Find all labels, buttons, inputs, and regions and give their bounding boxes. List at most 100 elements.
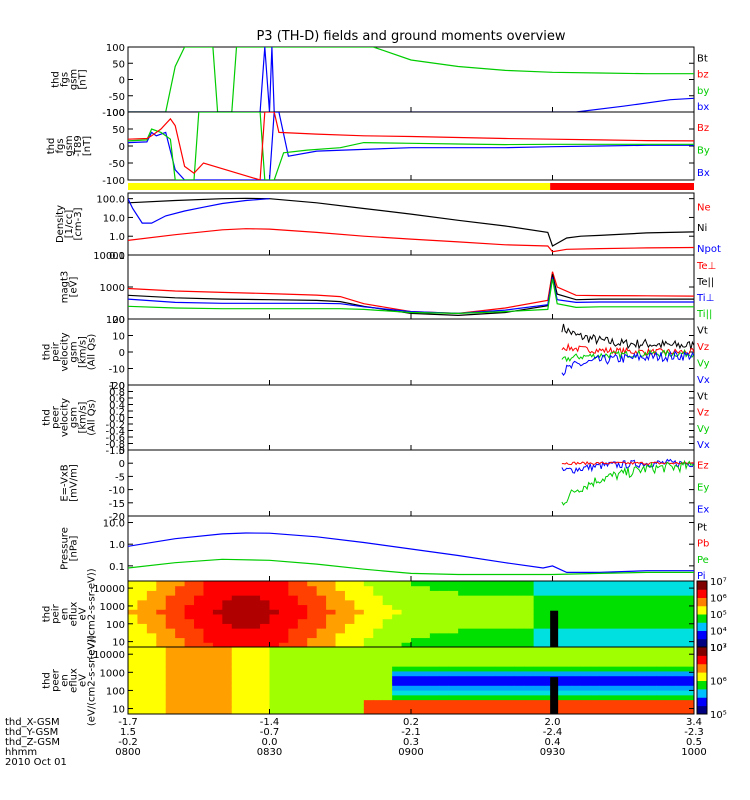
spectrogram-cell bbox=[524, 585, 535, 591]
x-tick-label: -2.1 bbox=[401, 727, 421, 738]
spectrogram-cell bbox=[382, 609, 393, 615]
y-axis-label: [cm-3] bbox=[73, 207, 84, 240]
spectrogram-cell bbox=[222, 680, 233, 686]
spectrogram-cell bbox=[260, 666, 270, 672]
spectrogram-cell bbox=[543, 694, 553, 701]
spectrogram-cell bbox=[297, 637, 308, 643]
spectrogram-cell bbox=[477, 666, 487, 672]
panel-frame bbox=[127, 254, 695, 320]
spectrogram-cell bbox=[392, 666, 403, 672]
spectrogram-cell bbox=[561, 709, 572, 715]
y-axis-label: peir bbox=[51, 603, 62, 623]
spectrogram-cell bbox=[269, 604, 280, 610]
spectrogram-cell bbox=[335, 699, 346, 705]
spectrogram-cell bbox=[203, 609, 214, 615]
spectrogram-cell bbox=[637, 661, 648, 667]
spectrogram-cell bbox=[316, 656, 327, 662]
spectrogram-cell bbox=[561, 632, 572, 639]
spectrogram-cell bbox=[448, 614, 459, 620]
spectrogram-cell bbox=[156, 651, 167, 658]
spectrogram-cell bbox=[307, 609, 318, 615]
spectrogram-cell bbox=[609, 675, 620, 681]
spectrogram-cell bbox=[420, 661, 431, 667]
spectrogram-cell bbox=[146, 614, 157, 620]
spectrogram-cell bbox=[514, 623, 525, 629]
spectrogram-cell bbox=[297, 680, 308, 686]
spectrogram-cell bbox=[184, 614, 195, 620]
spectrogram-cell bbox=[231, 599, 242, 606]
spectrogram-cell bbox=[401, 690, 412, 696]
spectrogram-cell bbox=[495, 680, 506, 686]
spectrogram-cell bbox=[392, 585, 403, 591]
spectrogram-cell bbox=[646, 704, 657, 710]
y-axis-label: en bbox=[60, 608, 71, 621]
legend-entry: Vt bbox=[697, 326, 708, 337]
spectrogram-cell bbox=[344, 632, 355, 639]
spectrogram-cell bbox=[278, 609, 289, 615]
spectrogram-cell bbox=[297, 647, 308, 653]
spectrogram-cell bbox=[675, 628, 686, 634]
y-axis-label: eV bbox=[78, 674, 89, 687]
spectrogram-cell bbox=[429, 670, 440, 677]
legend-entry: Ni bbox=[697, 223, 707, 234]
spectrogram-cell bbox=[467, 628, 478, 634]
spectrogram-cell bbox=[269, 661, 280, 667]
spectrogram-cell bbox=[543, 680, 553, 686]
spectrogram-cell bbox=[505, 595, 516, 601]
y-tick-label: 100 bbox=[106, 620, 125, 631]
y-tick-label: 0 bbox=[119, 76, 125, 87]
spectrogram-cell bbox=[590, 699, 601, 705]
spectrogram-cell bbox=[486, 599, 497, 606]
spectrogram-cell bbox=[269, 642, 280, 648]
spectrogram-cell bbox=[505, 609, 516, 615]
spectrogram-cell bbox=[382, 656, 393, 662]
legend-entry: Vx bbox=[697, 440, 710, 451]
spectrogram-cell bbox=[580, 585, 591, 591]
spectrogram-cell bbox=[203, 656, 214, 662]
panel-frame bbox=[127, 46, 695, 113]
spectrogram-cell bbox=[580, 699, 591, 705]
spectrogram-cell bbox=[656, 690, 667, 696]
spectrogram-cell bbox=[609, 694, 620, 701]
spectrogram-cell bbox=[656, 628, 667, 634]
colorbar-segment bbox=[697, 614, 707, 623]
spectrogram-cell bbox=[467, 670, 478, 677]
spectrogram-cell bbox=[184, 661, 195, 667]
spectrogram-cell bbox=[514, 656, 525, 662]
spectrogram-cell bbox=[486, 637, 497, 643]
y-tick-label: 1000 bbox=[100, 602, 125, 613]
legend-entry: Ne bbox=[697, 202, 711, 213]
spectrogram-cell bbox=[269, 670, 280, 677]
spectrogram-cell bbox=[524, 628, 535, 634]
spectrogram-cell bbox=[373, 609, 384, 615]
spectrogram-cell bbox=[382, 675, 393, 681]
spectrogram-cell bbox=[382, 599, 393, 606]
series-line bbox=[128, 47, 694, 112]
spectrogram-cell bbox=[212, 690, 223, 696]
spectrogram-cell bbox=[165, 685, 176, 691]
spectrogram-cell bbox=[363, 609, 374, 615]
y-tick-label: -15 bbox=[109, 499, 125, 510]
spectrogram-cell bbox=[363, 599, 374, 606]
spectrogram-cell bbox=[260, 690, 270, 696]
spectrogram-cell bbox=[146, 623, 157, 629]
spectrogram-cell bbox=[260, 675, 270, 681]
spectrogram-cell bbox=[156, 709, 167, 715]
spectrogram-cell bbox=[420, 656, 431, 662]
spectrogram-cell bbox=[203, 595, 214, 601]
spectrogram-cell bbox=[684, 656, 695, 662]
spectrogram-cell bbox=[590, 637, 601, 643]
spectrogram-cell bbox=[561, 647, 572, 653]
spectrogram-cell bbox=[533, 614, 544, 620]
spectrogram-cell bbox=[392, 614, 403, 620]
spectrogram-cell bbox=[128, 647, 138, 653]
spectrogram-cell bbox=[344, 694, 355, 701]
spectrogram-cell bbox=[580, 647, 591, 653]
spectrogram-cell bbox=[543, 661, 553, 667]
spectrogram-cell bbox=[184, 604, 195, 610]
spectrogram-cell bbox=[278, 704, 289, 710]
spectrogram-cell bbox=[495, 604, 506, 610]
x-axis-row-label: 2010 Oct 01 bbox=[5, 757, 67, 768]
spectrogram-cell bbox=[486, 675, 497, 681]
spectrogram-cell bbox=[514, 614, 525, 620]
